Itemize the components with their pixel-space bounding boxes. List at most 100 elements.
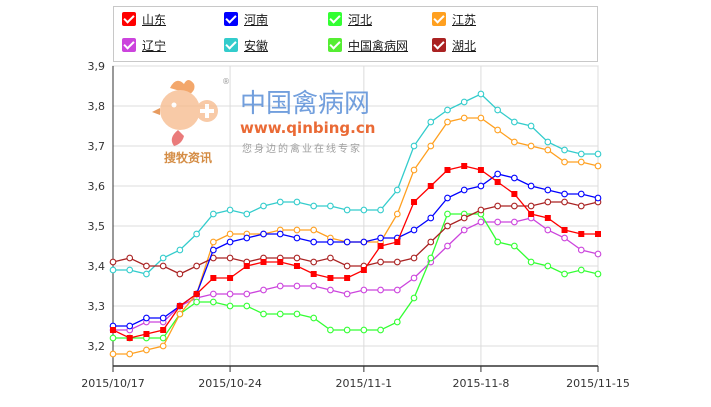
legend-checkbox-icon[interactable]: [432, 12, 446, 26]
legend-label[interactable]: 河南: [244, 12, 269, 27]
data-point: [143, 346, 150, 354]
data-point: [494, 218, 502, 226]
legend-checkbox-icon[interactable]: [122, 38, 136, 52]
legend-item[interactable]: 中国禽病网: [328, 35, 408, 55]
data-point: [377, 206, 384, 214]
series-7: [109, 198, 602, 278]
data-point: [109, 266, 117, 274]
data-point: [494, 170, 502, 178]
data-point: [193, 262, 200, 270]
data-point: [126, 350, 134, 358]
data-point: [109, 350, 117, 358]
legend-item[interactable]: 江苏: [432, 9, 476, 29]
y-tick-label: 3,3: [88, 300, 106, 313]
data-point: [126, 254, 134, 262]
data-point: [226, 302, 234, 310]
data-point: [577, 266, 585, 274]
data-point: [460, 226, 468, 234]
data-point: [143, 331, 150, 337]
data-point: [109, 258, 117, 266]
data-point: [343, 326, 351, 334]
data-point: [159, 254, 167, 262]
legend-item[interactable]: 河北: [328, 9, 372, 29]
data-point: [276, 310, 284, 318]
data-point: [511, 118, 518, 126]
data-point: [260, 230, 267, 238]
data-point: [360, 206, 368, 214]
data-point: [460, 98, 468, 106]
data-point: [427, 183, 434, 189]
legend-checkbox-icon[interactable]: [432, 38, 446, 52]
data-point: [226, 238, 234, 246]
plot-border: [112, 65, 599, 367]
data-point: [427, 238, 435, 246]
data-point: [176, 270, 184, 278]
axis-layer: 3,2 3,3 3,4 3,5 3,6 3,7 3,8 3,9 2015/10/17 2015/1…: [81, 60, 630, 390]
legend-checkbox-icon[interactable]: [224, 38, 238, 52]
legend-label[interactable]: 湖北: [452, 38, 477, 53]
data-point: [293, 282, 301, 290]
legend-label[interactable]: 江苏: [452, 12, 477, 27]
data-point: [109, 334, 117, 342]
data-point: [159, 334, 167, 342]
y-tick-label: 3,9: [88, 60, 106, 73]
data-point: [444, 194, 451, 202]
data-point: [544, 138, 552, 146]
legend-checkbox-icon[interactable]: [224, 12, 238, 26]
legend-label[interactable]: 河北: [348, 12, 373, 27]
data-point: [243, 302, 251, 310]
data-point: [393, 210, 401, 218]
series-line: [113, 117, 599, 355]
y-tick-label: 3,8: [88, 100, 106, 113]
data-point: [226, 254, 234, 262]
legend-label[interactable]: 中国禽病网: [348, 38, 409, 53]
data-point: [126, 266, 134, 274]
data-point: [511, 202, 518, 210]
legend-checkbox-icon[interactable]: [328, 12, 342, 26]
data-point: [343, 206, 351, 214]
legend-checkbox-icon[interactable]: [122, 12, 136, 26]
legend-item[interactable]: 河南: [224, 9, 268, 29]
data-point: [159, 342, 167, 350]
x-tick-label: 2015/11-15: [566, 377, 630, 390]
legend-label[interactable]: 安徽: [244, 38, 269, 53]
data-point: [276, 198, 284, 206]
legend-item[interactable]: 辽宁: [122, 35, 166, 55]
data-point: [360, 286, 368, 294]
data-point: [393, 318, 401, 326]
legend-item[interactable]: 山东: [122, 9, 166, 29]
legend-label[interactable]: 山东: [142, 12, 167, 27]
data-point: [243, 290, 251, 298]
data-point: [527, 258, 535, 266]
data-point: [310, 202, 318, 210]
data-point: [377, 286, 384, 294]
data-point: [461, 163, 468, 169]
data-point: [594, 150, 602, 158]
data-point: [377, 258, 384, 266]
data-point: [528, 211, 535, 217]
legend-item[interactable]: 湖北: [432, 35, 476, 55]
series-1: [109, 170, 602, 330]
data-point: [327, 238, 334, 246]
data-point: [494, 106, 502, 114]
data-point: [527, 182, 535, 190]
data-point: [360, 238, 368, 246]
legend-label[interactable]: 辽宁: [142, 38, 167, 53]
data-point: [594, 250, 602, 258]
series-line: [113, 213, 599, 339]
series-line: [113, 93, 598, 275]
data-point: [327, 202, 334, 210]
legend-item[interactable]: 安徽: [224, 35, 268, 55]
data-point: [143, 262, 150, 270]
data-point: [494, 238, 502, 246]
data-point: [494, 126, 502, 134]
data-point: [343, 290, 351, 298]
data-point: [444, 167, 451, 173]
legend-checkbox-icon[interactable]: [328, 38, 342, 52]
data-point: [310, 238, 318, 246]
data-point: [393, 186, 401, 194]
data-point: [276, 282, 284, 290]
data-point: [126, 335, 133, 341]
data-point: [511, 174, 518, 182]
data-point: [310, 258, 318, 266]
